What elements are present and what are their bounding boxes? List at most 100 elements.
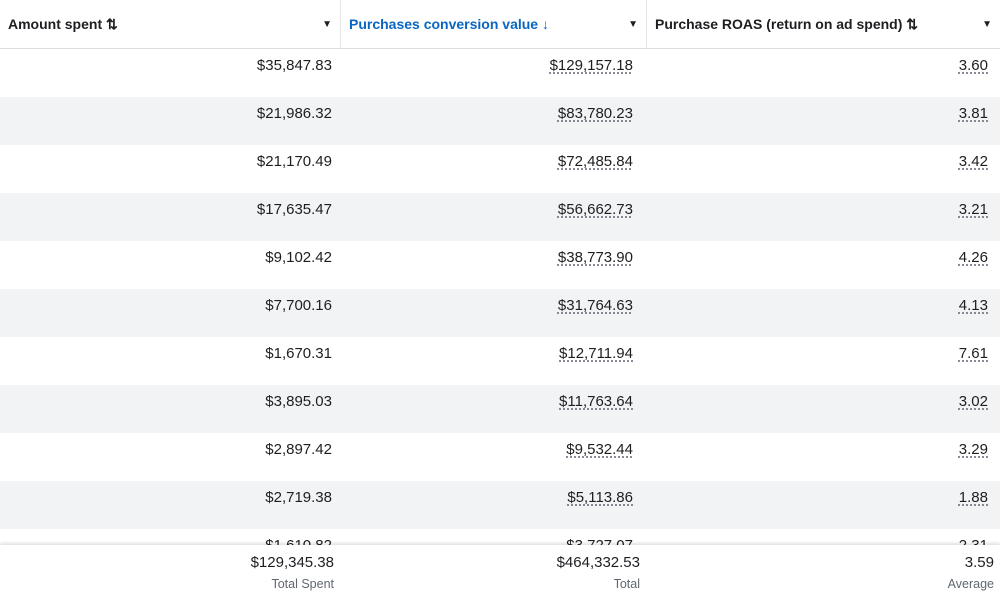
cell-value: $21,170.49 — [256, 153, 332, 170]
table-body[interactable]: $35,847.83 $129,157.18 3.60 $21,986.32 $83,7… — [0, 49, 1000, 545]
table-footer-totals: $129,345.38 Total Spent $464,332.53 Total … — [0, 545, 1000, 612]
amount-spent-cell: $2,719.38 — [0, 481, 340, 529]
conversion-value-cell: $5,113.86 — [340, 481, 646, 529]
cell-value: $21,986.32 — [256, 105, 332, 122]
caret-down-icon[interactable]: ▼ — [628, 18, 638, 30]
cell-value[interactable]: 3.21 — [958, 201, 988, 218]
roas-cell: 3.81 — [646, 97, 1000, 145]
cell-value[interactable]: 2.31 — [959, 537, 988, 545]
roas-cell: 2.31 — [646, 529, 1000, 545]
conversion-value-cell: $9,532.44 — [340, 433, 646, 481]
column-label: Amount spent — [8, 15, 103, 32]
cell-value: $1,610.82 — [265, 537, 332, 545]
conversion-value-cell: $12,711.94 — [340, 337, 646, 385]
amount-spent-cell: $9,102.42 — [0, 241, 340, 289]
cell-value: $35,847.83 — [256, 57, 332, 74]
roas-cell: 7.61 — [646, 337, 1000, 385]
cell-value[interactable]: $5,113.86 — [567, 489, 633, 506]
total-label: Total — [613, 577, 640, 591]
table-row[interactable]: $1,670.31 $12,711.94 7.61 — [0, 337, 1000, 385]
cell-value[interactable]: 3.02 — [958, 393, 988, 410]
table-row[interactable]: $7,700.16 $31,764.63 4.13 — [0, 289, 1000, 337]
table-row[interactable]: $21,170.49 $72,485.84 3.42 — [0, 145, 1000, 193]
conversion-value-cell: $3,727.07 — [340, 529, 646, 545]
cell-value: $3,895.03 — [265, 393, 332, 410]
amount-spent-cell: $21,986.32 — [0, 97, 340, 145]
caret-down-icon[interactable]: ▼ — [982, 18, 992, 30]
cell-value: $7,700.16 — [265, 297, 332, 314]
sort-down-icon[interactable]: ↓ — [541, 16, 549, 32]
total-value: $464,332.53 — [556, 554, 640, 571]
cell-value[interactable]: 1.88 — [958, 489, 988, 506]
roas-cell: 3.42 — [646, 145, 1000, 193]
conversion-value-cell: $31,764.63 — [340, 289, 646, 337]
table-row[interactable]: $1,610.82 $3,727.07 2.31 — [0, 529, 1000, 545]
table-row[interactable]: $35,847.83 $129,157.18 3.60 — [0, 49, 1000, 97]
cell-value: $9,102.42 — [265, 249, 332, 266]
cell-value[interactable]: $38,773.90 — [557, 249, 633, 266]
amount-spent-cell: $1,610.82 — [0, 529, 340, 545]
cell-value: $17,635.47 — [256, 201, 332, 218]
total-label: Total Spent — [271, 577, 334, 591]
amount-spent-cell: $7,700.16 — [0, 289, 340, 337]
table-row[interactable]: $2,719.38 $5,113.86 1.88 — [0, 481, 1000, 529]
amount-spent-cell: $21,170.49 — [0, 145, 340, 193]
roas-cell: 3.60 — [646, 49, 1000, 97]
cell-value[interactable]: 3.42 — [958, 153, 988, 170]
table-row[interactable]: $2,897.42 $9,532.44 3.29 — [0, 433, 1000, 481]
cell-value: $2,719.38 — [265, 489, 332, 506]
table-row[interactable]: $9,102.42 $38,773.90 4.26 — [0, 241, 1000, 289]
total-spent: $129,345.38 Total Spent — [0, 545, 340, 612]
sort-icon[interactable]: ⇅ — [906, 15, 918, 32]
cell-value[interactable]: $12,711.94 — [559, 345, 633, 362]
cell-value: $2,897.42 — [265, 441, 332, 458]
cell-value[interactable]: $3,727.07 — [566, 537, 633, 545]
conversion-value-cell: $72,485.84 — [340, 145, 646, 193]
average-value: 3.59 — [964, 554, 994, 571]
average-roas: 3.59 Average — [646, 545, 1000, 612]
conversion-value-cell: $11,763.64 — [340, 385, 646, 433]
roas-cell: 4.26 — [646, 241, 1000, 289]
total-value: $129,345.38 — [250, 554, 334, 571]
table-row[interactable]: $3,895.03 $11,763.64 3.02 — [0, 385, 1000, 433]
cell-value[interactable]: $11,763.64 — [559, 393, 633, 410]
amount-spent-cell: $2,897.42 — [0, 433, 340, 481]
cell-value[interactable]: $31,764.63 — [557, 297, 633, 314]
conversion-value-cell: $56,662.73 — [340, 193, 646, 241]
amount-spent-cell: $17,635.47 — [0, 193, 340, 241]
roas-cell: 3.21 — [646, 193, 1000, 241]
roas-cell: 4.13 — [646, 289, 1000, 337]
roas-cell: 3.02 — [646, 385, 1000, 433]
roas-cell: 3.29 — [646, 433, 1000, 481]
conversion-value-cell: $83,780.23 — [340, 97, 646, 145]
cell-value[interactable]: 3.81 — [958, 105, 988, 122]
column-header-purchase-roas[interactable]: Purchase ROAS (return on ad spend) ⇅ ▼ — [646, 0, 1000, 48]
amount-spent-cell: $1,670.31 — [0, 337, 340, 385]
cell-value[interactable]: $83,780.23 — [557, 105, 633, 122]
cell-value[interactable]: 4.26 — [958, 249, 988, 266]
total-conversion-value: $464,332.53 Total — [340, 545, 646, 612]
cell-value[interactable]: $129,157.18 — [549, 57, 633, 74]
cell-value[interactable]: 7.61 — [958, 345, 988, 362]
average-label: Average — [947, 577, 994, 591]
table-header: Amount spent ⇅ ▼ Purchases conversion va… — [0, 0, 1000, 49]
column-header-purchases-conversion-value[interactable]: Purchases conversion value ↓ ▼ — [340, 0, 646, 48]
conversion-value-cell: $38,773.90 — [340, 241, 646, 289]
cell-value[interactable]: 4.13 — [958, 297, 988, 314]
amount-spent-cell: $35,847.83 — [0, 49, 340, 97]
roas-cell: 1.88 — [646, 481, 1000, 529]
cell-value[interactable]: 3.60 — [958, 57, 988, 74]
table-row[interactable]: $21,986.32 $83,780.23 3.81 — [0, 97, 1000, 145]
column-header-amount-spent[interactable]: Amount spent ⇅ ▼ — [0, 0, 340, 48]
conversion-value-cell: $129,157.18 — [340, 49, 646, 97]
cell-value[interactable]: $9,532.44 — [566, 441, 633, 458]
caret-down-icon[interactable]: ▼ — [322, 18, 332, 30]
column-label: Purchase ROAS (return on ad spend) — [655, 15, 903, 32]
cell-value: $1,670.31 — [265, 345, 332, 362]
sort-icon[interactable]: ⇅ — [106, 15, 118, 32]
table-row[interactable]: $17,635.47 $56,662.73 3.21 — [0, 193, 1000, 241]
cell-value[interactable]: $72,485.84 — [557, 153, 633, 170]
cell-value[interactable]: $56,662.73 — [557, 201, 633, 218]
amount-spent-cell: $3,895.03 — [0, 385, 340, 433]
cell-value[interactable]: 3.29 — [958, 441, 988, 458]
